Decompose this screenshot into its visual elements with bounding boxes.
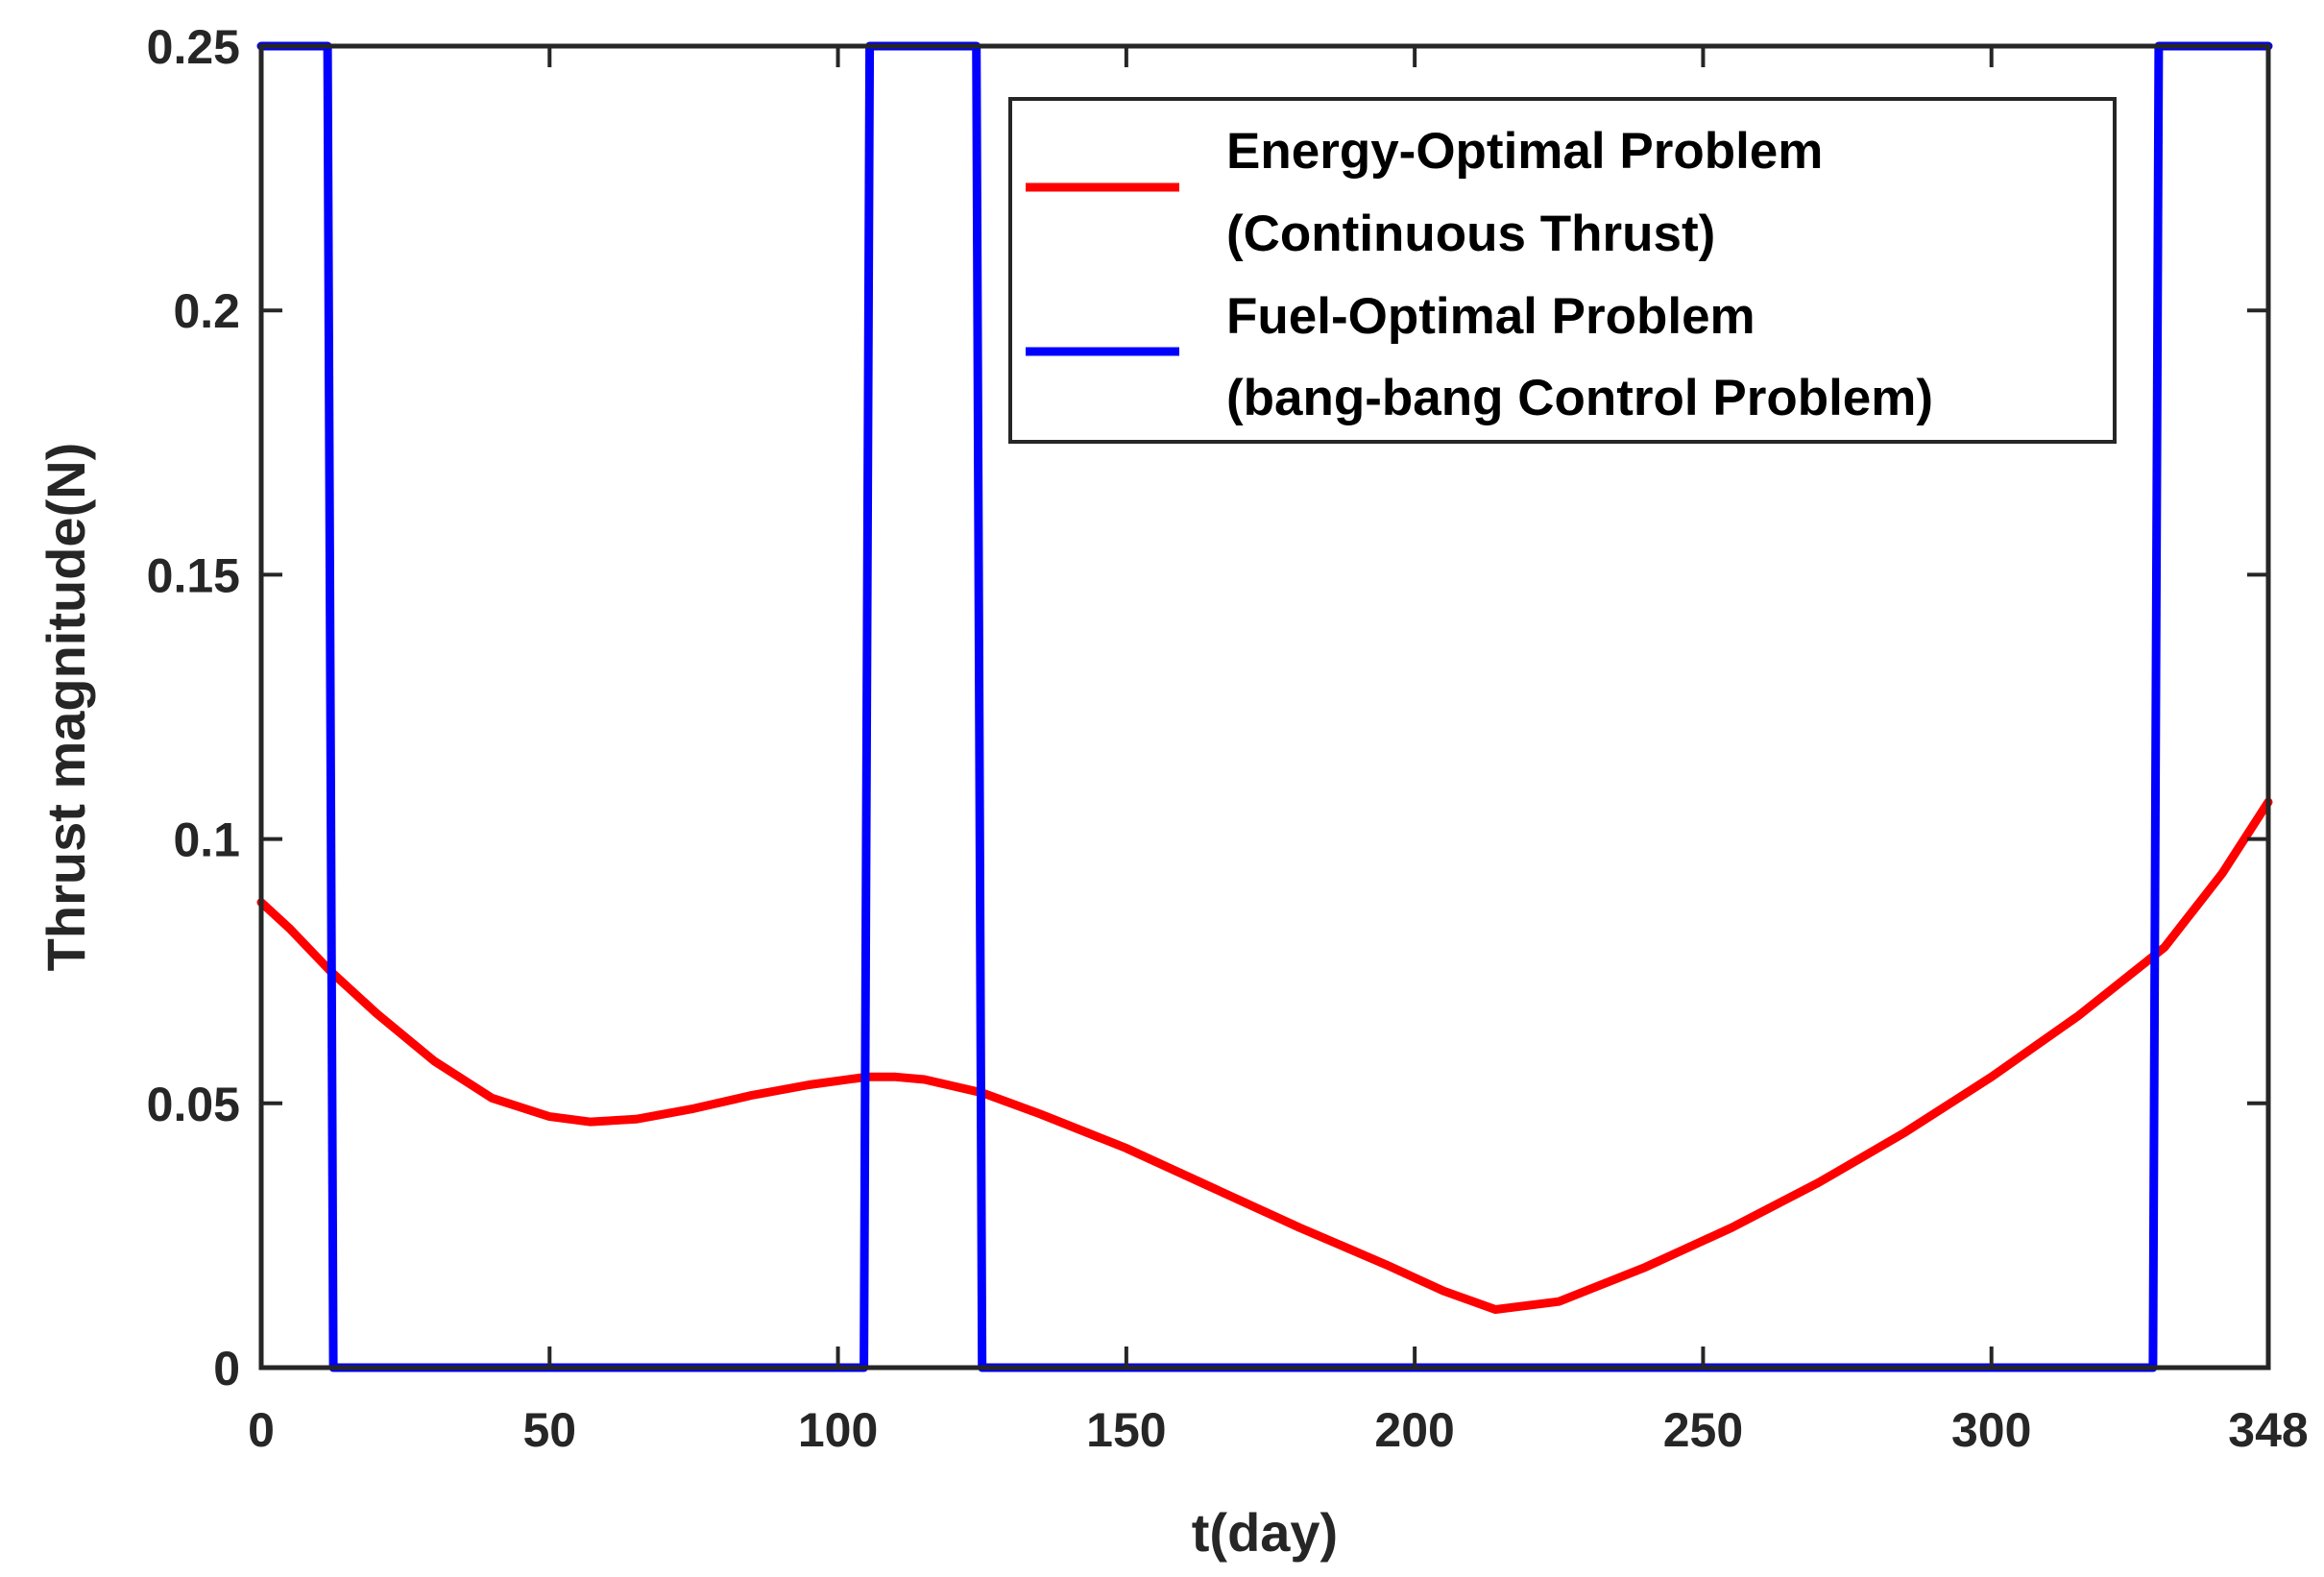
y-tick-label: 0 xyxy=(213,1342,240,1395)
x-tick-label: 150 xyxy=(1086,1403,1166,1457)
x-tick-label: 250 xyxy=(1663,1403,1743,1457)
tick-layer: 0 50 100 150 200 250 300 348 0 0.05 0.1 0.15 0.2 0.25 xyxy=(147,20,2309,1457)
y-axis-title: Thrust magnitude(N) xyxy=(36,443,96,972)
y-tick-label: 0.15 xyxy=(147,548,240,602)
y-tick-label: 0.05 xyxy=(147,1078,240,1131)
legend-label-fuel-line2: (bang-bang Control Problem) xyxy=(1226,370,1933,426)
y-tick-label: 0.25 xyxy=(147,20,240,74)
legend-label-energy-line1: Energy-Optimal Problem xyxy=(1226,123,1823,180)
x-tick-label: 348 xyxy=(2228,1403,2308,1457)
x-tick-label: 0 xyxy=(248,1403,275,1457)
y-tick-label: 0.2 xyxy=(173,284,240,338)
x-tick-label: 300 xyxy=(1951,1403,2031,1457)
series-line-energy-optimal xyxy=(256,797,2273,1314)
x-tick-label: 100 xyxy=(798,1403,878,1457)
x-tick-label: 200 xyxy=(1374,1403,1454,1457)
plot-frame xyxy=(258,43,2271,1371)
x-tick-label: 50 xyxy=(522,1403,576,1457)
y-tick-label: 0.1 xyxy=(173,813,240,867)
x-axis-title: t(day) xyxy=(1192,1502,1338,1563)
legend-label-fuel-line1: Fuel-Optimal Problem xyxy=(1226,288,1755,345)
legend: Energy-Optimal Problem (Continuous Thrus… xyxy=(1008,97,2117,444)
legend-box xyxy=(1008,97,2117,444)
legend-label-energy-line2: (Continuous Thrust) xyxy=(1226,206,1715,262)
